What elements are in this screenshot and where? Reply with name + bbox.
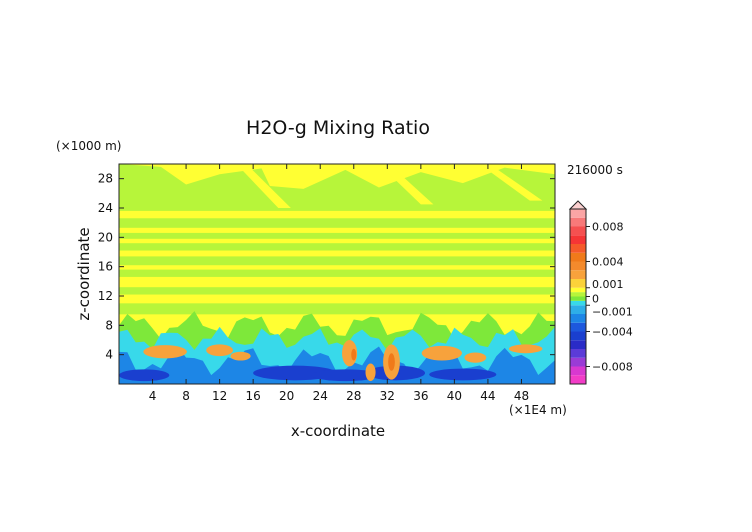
y-axis: 4 8 12 16 20 24 28 (98, 172, 555, 362)
field-positive-blob-7 (508, 344, 543, 354)
field-band-1 (119, 287, 555, 295)
y-tick-label: 16 (98, 260, 113, 274)
field-upper-region (119, 164, 555, 211)
colorbar-segment (570, 314, 586, 323)
colorbar-tick-label: 0.004 (592, 256, 624, 269)
colorbar-segment (570, 296, 586, 301)
colorbar-segment (570, 261, 586, 271)
colorbar-tick-label: 0.008 (592, 221, 624, 234)
field-deep-blue-3 (429, 368, 497, 381)
colorbar-tick-label: −0.004 (592, 326, 633, 339)
colorbar-segment (570, 217, 586, 227)
field-band-4 (119, 243, 555, 251)
field-positive-blob-2 (230, 351, 251, 361)
colorbar-tick-label: 0.001 (592, 278, 624, 291)
chart-title: H2O-g Mixing Ratio (246, 117, 430, 139)
field-band-5 (119, 232, 555, 239)
x-tick-label: 20 (279, 389, 294, 403)
colorbar-segment (570, 366, 586, 376)
colorbar-segment (570, 322, 586, 332)
x-tick-label: 36 (413, 389, 428, 403)
colorbar-tick-label: 0 (592, 293, 599, 306)
colorbar-segment (570, 279, 586, 288)
colorbar-segment (570, 252, 586, 262)
field-positive-core-1 (351, 348, 357, 361)
y-tick-label: 4 (105, 348, 113, 362)
field-band-0 (119, 303, 555, 315)
colorbar-segment (570, 305, 586, 314)
y-tick-label: 8 (105, 318, 113, 332)
plot-frame (118, 163, 556, 385)
x-axis: 4 8 12 16 20 24 28 32 36 40 44 48 (149, 164, 529, 403)
field-positive-blob-1 (206, 344, 234, 357)
x-tick-label: 4 (149, 389, 157, 403)
colorbar-segment (570, 375, 586, 384)
x-tick-label: 44 (480, 389, 495, 403)
x-tick-label: 16 (246, 389, 261, 403)
field-plume-1 (378, 164, 434, 205)
field-deep-blue-4 (119, 369, 170, 382)
colorbar-segment (570, 226, 586, 236)
field-positive-blob-8 (365, 363, 376, 382)
field-plume-2 (479, 164, 543, 201)
y-tick-label: 12 (98, 289, 113, 303)
x-unit-label: (×1E4 m) (509, 403, 567, 417)
colorbar-segment (570, 244, 586, 253)
y-axis-label: z-coordinate (75, 227, 93, 320)
x-tick-label: 40 (447, 389, 462, 403)
field-positive-core-0 (388, 353, 395, 371)
colorbar-segment (570, 331, 586, 341)
field-positive-blob-0 (143, 345, 187, 359)
colorbar-segment (570, 349, 586, 358)
x-axis-label: x-coordinate (291, 422, 385, 440)
colorbar: 0.008 0.004 0.001 0−0.001 −0.004 −0.008 (568, 200, 633, 385)
x-tick-label: 32 (380, 389, 395, 403)
colorbar-segment (570, 287, 586, 293)
y-unit-label: (×1000 m) (56, 139, 121, 153)
y-tick-label: 20 (98, 230, 113, 244)
field-band-6 (119, 218, 555, 228)
field-plume-0 (236, 164, 291, 208)
colorbar-segment (570, 357, 586, 367)
field-deep-blue-1 (311, 369, 379, 382)
x-tick-label: 12 (212, 389, 227, 403)
y-tick-label: 24 (98, 201, 113, 215)
colorbar-segment (570, 300, 586, 306)
field-positive-blob-6 (464, 352, 487, 363)
x-tick-label: 28 (346, 389, 361, 403)
colorbar-segment (570, 235, 586, 244)
colorbar-segment (570, 292, 586, 297)
field-band-3 (119, 256, 555, 266)
colorbar-tick-label: −0.001 (592, 305, 633, 318)
field-positive-blob-5 (421, 345, 462, 361)
x-tick-label: 8 (182, 389, 190, 403)
colorbar-extend-top (568, 200, 588, 210)
x-tick-label: 24 (313, 389, 328, 403)
plot-area (119, 164, 555, 384)
colorbar-tick-label: −0.008 (592, 361, 633, 374)
field-band-2 (119, 269, 555, 277)
y-tick-label: 28 (98, 172, 113, 186)
time-label: 216000 s (567, 163, 623, 177)
colorbar-segment (570, 270, 586, 279)
colorbar-segment (570, 340, 586, 349)
x-tick-label: 48 (514, 389, 529, 403)
colorbar-segment (570, 209, 586, 218)
